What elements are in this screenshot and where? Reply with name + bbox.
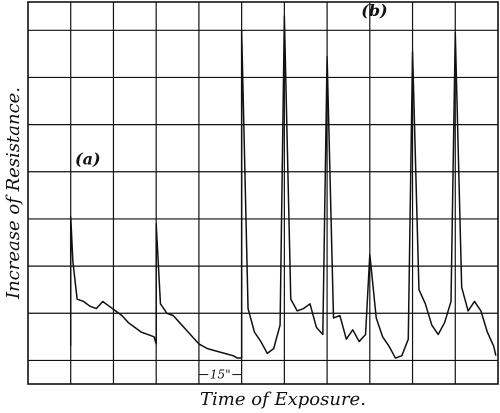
scale-label: 15" [210, 368, 231, 382]
time-scale-indicator: 15" [198, 368, 242, 382]
annotation-b: (b) [361, 1, 387, 20]
chart-grid [27, 1, 499, 385]
x-axis-label: Time of Exposure. [200, 389, 366, 410]
y-axis-label: Increase of Resistance. [3, 87, 24, 300]
chart-border [27, 1, 499, 385]
chart-series [69, 15, 497, 359]
resistance-series-line [69, 15, 497, 359]
annotation-a: (a) [75, 150, 101, 169]
